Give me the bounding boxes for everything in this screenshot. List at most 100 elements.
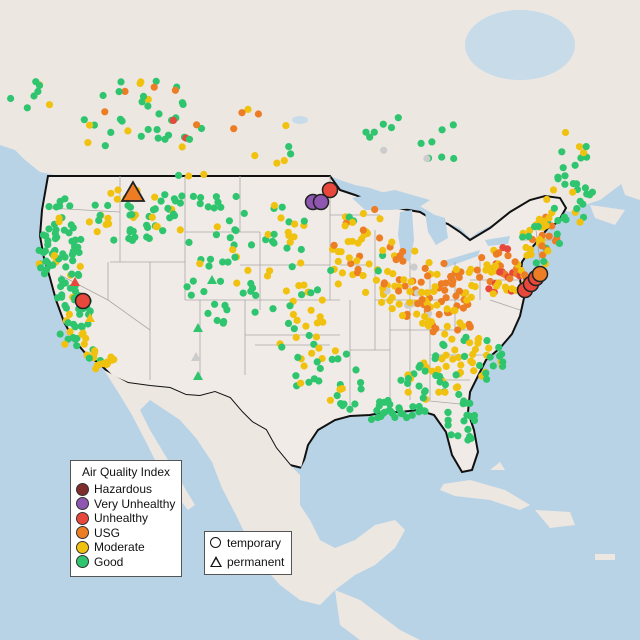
site-dot[interactable]: [362, 128, 370, 136]
site-dot[interactable]: [169, 116, 177, 124]
site-dot[interactable]: [420, 388, 429, 396]
site-dot[interactable]: [334, 280, 342, 288]
site-dot[interactable]: [395, 300, 403, 308]
site-dot[interactable]: [571, 161, 579, 169]
site-dot[interactable]: [449, 355, 457, 363]
site-dot[interactable]: [367, 415, 376, 424]
site-dot[interactable]: [417, 278, 425, 286]
site-dot[interactable]: [213, 316, 221, 325]
site-dot[interactable]: [75, 271, 83, 279]
site-dot[interactable]: [213, 223, 221, 231]
site-dot[interactable]: [92, 365, 100, 373]
site-dot[interactable]: [463, 411, 471, 419]
site-dot[interactable]: [478, 254, 486, 262]
site-dot[interactable]: [432, 352, 440, 360]
site-dot[interactable]: [45, 225, 53, 233]
site-dot[interactable]: [144, 223, 152, 232]
site-dot[interactable]: [278, 343, 286, 351]
site-dot[interactable]: [254, 110, 262, 118]
site-dot[interactable]: [277, 214, 285, 222]
site-dot[interactable]: [435, 388, 443, 396]
site-dot[interactable]: [55, 214, 63, 222]
site-dot[interactable]: [423, 299, 431, 307]
site-dot[interactable]: [475, 334, 483, 343]
site-dot[interactable]: [76, 310, 84, 318]
site-dot[interactable]: [60, 226, 68, 234]
site-dot[interactable]: [313, 358, 321, 366]
site-dot[interactable]: [91, 201, 99, 209]
site-dot[interactable]: [428, 138, 436, 146]
site-dot[interactable]: [442, 362, 450, 370]
site-dot[interactable]: [159, 227, 167, 235]
site-dot[interactable]: [376, 234, 384, 242]
site-dot[interactable]: [313, 319, 321, 327]
site-dot[interactable]: [380, 146, 388, 154]
site-dot[interactable]: [102, 220, 110, 229]
site-dot[interactable]: [86, 121, 94, 129]
site-dot[interactable]: [240, 209, 248, 217]
site-dot[interactable]: [421, 264, 429, 272]
site-dot[interactable]: [104, 201, 112, 210]
site-dot[interactable]: [164, 131, 173, 139]
site-dot[interactable]: [483, 337, 491, 345]
site-dot[interactable]: [419, 319, 427, 327]
site-dot[interactable]: [535, 235, 544, 244]
site-dot[interactable]: [522, 243, 530, 252]
site-dot[interactable]: [273, 159, 281, 167]
site-dot[interactable]: [487, 268, 495, 276]
site-dot[interactable]: [318, 296, 326, 304]
site-dot[interactable]: [187, 291, 195, 299]
site-dot[interactable]: [561, 180, 569, 188]
site-dot[interactable]: [73, 342, 81, 350]
site-dot[interactable]: [334, 257, 342, 265]
site-dot[interactable]: [333, 392, 341, 400]
site-dot[interactable]: [69, 257, 77, 265]
site-dot[interactable]: [432, 371, 440, 380]
site-dot[interactable]: [496, 352, 504, 360]
site-dot[interactable]: [284, 319, 293, 327]
site-dot[interactable]: [466, 339, 474, 347]
site-dot[interactable]: [417, 139, 425, 147]
site-dot[interactable]: [30, 92, 38, 100]
site-dot[interactable]: [411, 247, 419, 255]
site-dot[interactable]: [293, 316, 301, 324]
site-dot[interactable]: [451, 346, 459, 354]
site-dot[interactable]: [102, 360, 111, 369]
site-dot[interactable]: [144, 125, 152, 134]
site-dot[interactable]: [331, 347, 339, 355]
site-dot[interactable]: [289, 310, 297, 319]
site-dot[interactable]: [283, 244, 291, 252]
site-dot[interactable]: [7, 94, 15, 103]
site-dot[interactable]: [316, 364, 324, 373]
site-dot[interactable]: [376, 215, 384, 223]
site-dot[interactable]: [307, 289, 315, 297]
site-dot[interactable]: [438, 126, 446, 134]
site-dot[interactable]: [559, 164, 567, 172]
site-dot[interactable]: [371, 205, 379, 214]
site-dot[interactable]: [196, 260, 204, 268]
site-dot[interactable]: [197, 194, 205, 202]
site-dot[interactable]: [413, 310, 421, 318]
site-dot[interactable]: [464, 425, 472, 433]
site-dot[interactable]: [115, 88, 123, 96]
site-dot[interactable]: [387, 124, 396, 132]
site-dot[interactable]: [460, 397, 468, 405]
site-dot[interactable]: [399, 257, 407, 265]
site-dot[interactable]: [99, 91, 107, 100]
site-dot[interactable]: [229, 246, 237, 254]
site-dot[interactable]: [169, 210, 178, 218]
site-dot[interactable]: [161, 191, 169, 199]
site-dot[interactable]: [270, 230, 278, 238]
site-dot[interactable]: [454, 383, 462, 391]
site-dot[interactable]: [84, 320, 92, 328]
site-dot[interactable]: [264, 230, 272, 239]
site-dot[interactable]: [365, 260, 373, 268]
site-dot[interactable]: [189, 192, 197, 200]
site-dot[interactable]: [131, 233, 139, 241]
site-dot[interactable]: [80, 340, 88, 348]
site-dot[interactable]: [470, 411, 479, 420]
site-dot[interactable]: [419, 394, 427, 402]
site-dot[interactable]: [380, 398, 388, 406]
site-dot[interactable]: [473, 266, 481, 274]
site-dot[interactable]: [444, 421, 452, 429]
